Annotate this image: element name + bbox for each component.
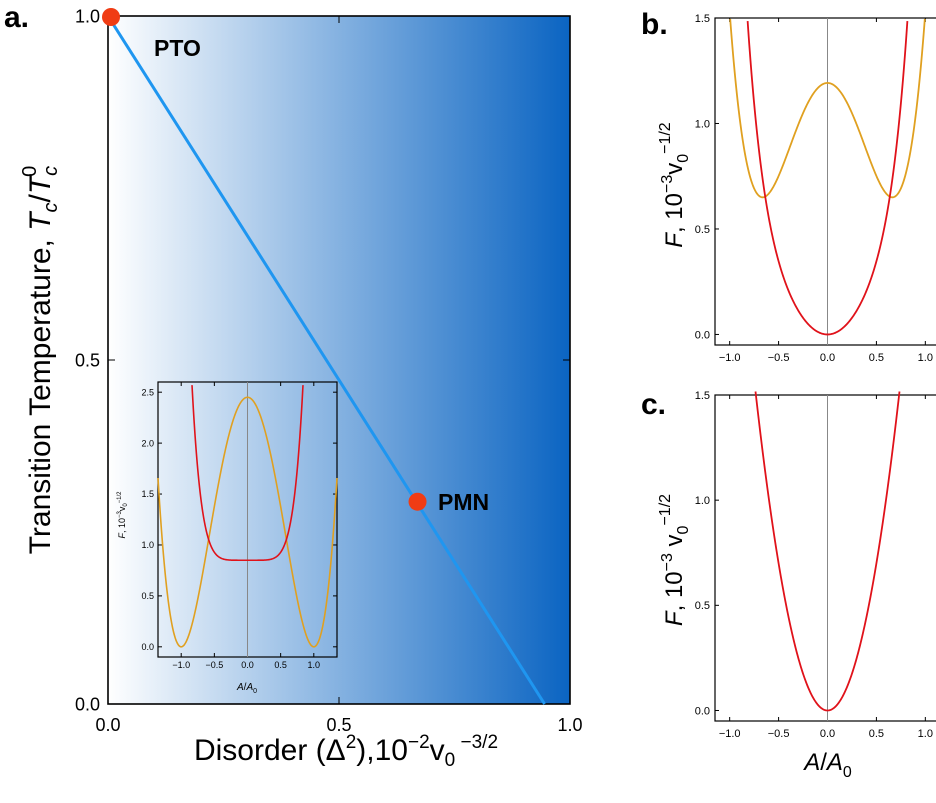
panel-label-c: c. [641, 388, 666, 421]
y-tick-label: 1.0 [75, 6, 100, 26]
x-tick-label: 0.0 [241, 660, 254, 670]
x-tick-label: −0.5 [768, 728, 790, 740]
panel-b-orange-curve [729, 18, 926, 199]
inset-red-curve [191, 385, 304, 562]
inset-ticks: −1.0 −0.5 0.0 0.5 1.0 0.0 0.5 1.0 1.5 2.0 2.5 [141, 382, 337, 670]
x-tick-label: 0.0 [820, 728, 835, 740]
x-tick-label: 1.0 [918, 352, 933, 364]
panel-a-x-axis-title: Disorder (Δ2),10−2v0 −3/2 [194, 732, 498, 771]
x-tick-label: 0.0 [820, 352, 835, 364]
y-tick-label: 1.0 [141, 540, 154, 550]
x-tick-label: 0.5 [274, 660, 287, 670]
panel-b-red-curve [746, 21, 909, 336]
panel-c: c. −1.0 −0.5 0.0 0.5 1.0 0.0 0.5 1.0 1.5 F, 10−3… [641, 388, 936, 781]
panel-label-a: a. [4, 1, 29, 34]
y-tick-label: 2.5 [141, 387, 154, 397]
panel-a: a. 0.0 0.5 1.0 0.0 0.5 1.0 PTO PMN Disorder (… [4, 1, 583, 771]
panel-b-y-axis-title: F, 10−3v0−1/2 [657, 122, 692, 248]
pto-point [102, 8, 120, 26]
pmn-point [408, 492, 427, 511]
x-tick-label: 0.5 [869, 352, 884, 364]
y-tick-label: 0.0 [75, 694, 100, 714]
transition-line [106, 15, 546, 705]
inset-orange-curve [157, 396, 338, 648]
x-tick-label: 1.0 [557, 715, 582, 735]
x-tick-label: −1.0 [719, 352, 741, 364]
x-tick-label: 0.5 [869, 728, 884, 740]
x-tick-label: 1.0 [308, 660, 321, 670]
panel-c-ticks: −1.0 −0.5 0.0 0.5 1.0 0.0 0.5 1.0 1.5 [695, 390, 933, 740]
x-tick-label: 1.0 [918, 728, 933, 740]
y-tick-label: 1.5 [141, 489, 154, 499]
y-tick-label: 2.0 [141, 438, 154, 448]
y-tick-label: 0.5 [141, 591, 154, 601]
panel-c-y-axis-title: F, 10−3 v0−1/2 [657, 494, 692, 626]
pmn-label: PMN [438, 489, 489, 515]
y-tick-label: 0.5 [75, 350, 100, 370]
x-tick-label: −1.0 [172, 660, 190, 670]
panel-c-red-curve [754, 391, 901, 712]
y-tick-label: 1.0 [695, 118, 710, 130]
panel-b: b. −1.0 −0.5 0.0 0.5 1.0 0.0 0.5 1.0 1.5 F, 10−3… [641, 8, 936, 364]
pto-label: PTO [154, 35, 201, 61]
x-tick-label: −0.5 [205, 660, 223, 670]
inset-x-axis-title: A/A0 [236, 682, 257, 695]
panel-c-x-axis-title: A/A0 [802, 749, 852, 781]
panel-a-y-axis-title: Transition Temperature, Tc/Tc0 [19, 166, 62, 555]
y-tick-label: 1.5 [695, 390, 710, 402]
y-tick-label: 1.5 [695, 13, 710, 25]
y-tick-label: 0.0 [141, 642, 154, 652]
panel-c-frame [714, 394, 936, 722]
panel-a-ticks: 0.0 0.5 1.0 0.0 0.5 1.0 [75, 6, 583, 735]
y-tick-label: 0.5 [695, 224, 710, 236]
panel-a-plot-area [107, 15, 571, 705]
y-tick-label: 0.0 [695, 705, 710, 717]
y-tick-label: 1.0 [695, 495, 710, 507]
panel-label-b: b. [641, 8, 668, 41]
x-tick-label: −0.5 [768, 352, 790, 364]
inset-y-axis-title: F, 10−3v0−1/2 [117, 491, 129, 539]
panel-b-ticks: −1.0 −0.5 0.0 0.5 1.0 0.0 0.5 1.0 1.5 [695, 13, 933, 364]
x-tick-label: 0.0 [95, 715, 120, 735]
x-tick-label: −1.0 [719, 728, 741, 740]
inset-chart: −1.0 −0.5 0.0 0.5 1.0 0.0 0.5 1.0 1.5 2.0 2.5 A/A0… [117, 381, 338, 695]
x-tick-label: 0.5 [326, 715, 351, 735]
y-tick-label: 0.0 [695, 329, 710, 341]
y-tick-label: 0.5 [695, 600, 710, 612]
